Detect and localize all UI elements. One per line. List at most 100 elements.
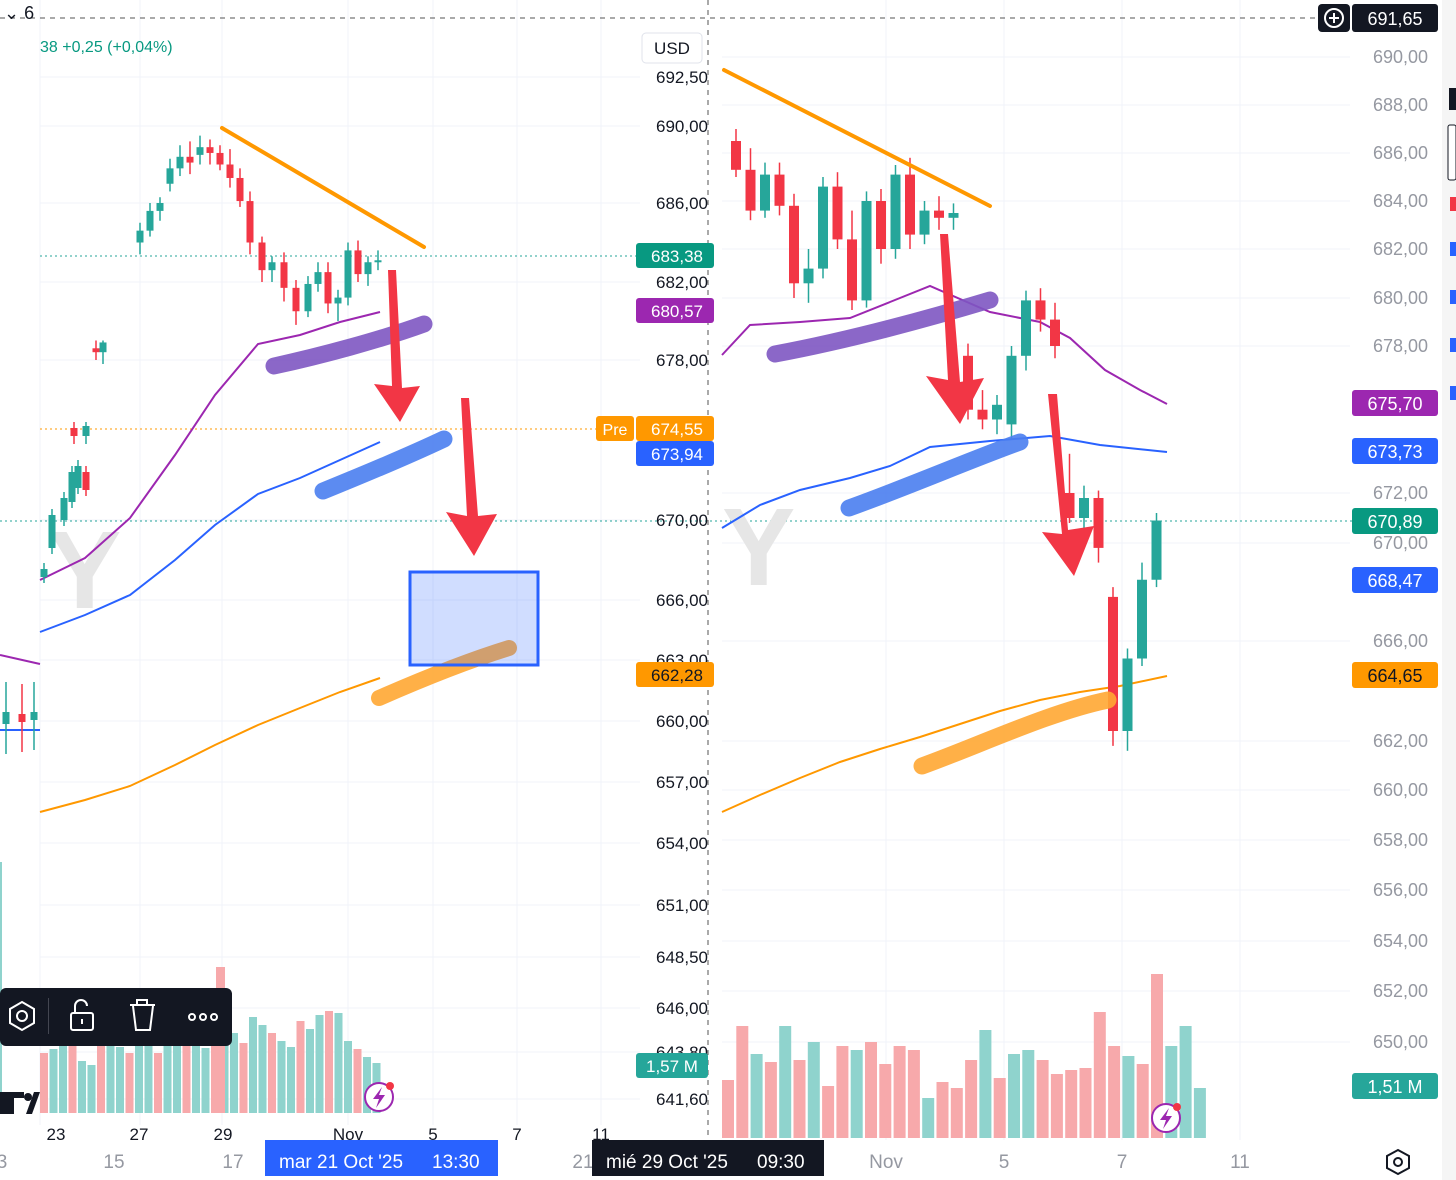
sidebar-scroll-thumb[interactable] (1449, 88, 1456, 110)
right-time-tick: 5 (999, 1152, 1010, 1173)
right-volume-bar (1093, 1012, 1106, 1138)
right-candle-body (890, 174, 901, 249)
right-volume-bar (1151, 974, 1163, 1138)
right-blue-highlight[interactable] (840, 433, 1029, 517)
left-price-tick: 666,00 (656, 591, 708, 610)
left-candle-body (82, 426, 90, 436)
right-price-tick: 652,00 (1373, 981, 1428, 1001)
settings-hex-icon[interactable] (9, 1000, 35, 1032)
left-candle-body (176, 156, 184, 169)
right-candle-body (1079, 498, 1089, 518)
left-arrow-1[interactable] (374, 270, 420, 422)
left-volume-bar (59, 1043, 67, 1113)
left-time-tick: 23 (47, 1125, 66, 1144)
left-price-tick: 646,00 (656, 999, 708, 1018)
left-price-tick: 648,50 (656, 948, 708, 967)
more-icon[interactable] (188, 1013, 218, 1021)
right-candle-body (818, 186, 828, 269)
currency-box[interactable] (641, 32, 703, 64)
left-volume-bar (163, 1043, 172, 1113)
right-candle-body (876, 201, 886, 249)
right-grid (722, 0, 1350, 1140)
toolbar-divider (48, 998, 49, 1034)
chart-settings-icon[interactable] (1386, 1148, 1410, 1176)
right-purple-highlight[interactable] (766, 291, 999, 363)
sidebar-marker-blue-3 (1450, 338, 1456, 352)
left-candle-body (92, 348, 100, 353)
right-arrow-1[interactable] (926, 234, 984, 424)
left-blue-highlight[interactable] (314, 430, 453, 500)
right-volume-bar (865, 1042, 877, 1138)
right-volume-bar (1065, 1070, 1078, 1138)
right-lightning-icon[interactable] (1151, 1103, 1181, 1133)
left-volume-bar (344, 1041, 352, 1113)
left-candle-body (304, 283, 312, 312)
crosshair-price-text: 691,65 (1367, 9, 1422, 29)
right-candle-body (1050, 319, 1060, 346)
left-purple-highlight[interactable] (265, 315, 433, 375)
right-crosshair-time-text: 09:30 (757, 1152, 805, 1173)
right-price-tick: 662,00 (1373, 731, 1428, 751)
right-time-tick: 7 (1117, 1152, 1128, 1173)
right-volume-bar (836, 1046, 849, 1138)
left-volume-bar (116, 1047, 124, 1113)
right-volume-bar (850, 1050, 863, 1138)
left-price-tick: 686,00 (656, 194, 708, 213)
trash-icon[interactable] (130, 999, 155, 1031)
left-candlesticks (2, 135, 382, 754)
left-arrow-2[interactable] (446, 398, 497, 556)
interval-selector[interactable]: ⌄ 6 (4, 3, 34, 23)
right-trendline[interactable] (722, 68, 992, 208)
right-volume-bar (993, 1078, 1006, 1138)
right-volume-bar (736, 1026, 749, 1138)
left-volume-bar (211, 1025, 219, 1113)
right-volume-bar (1079, 1068, 1092, 1138)
right-candle-body (1006, 355, 1017, 425)
target-zone-rectangle[interactable] (408, 570, 540, 667)
right-price-tick: 650,00 (1373, 1032, 1428, 1052)
right-blue-ma-line (721, 434, 1168, 529)
right-candle-body (1108, 596, 1118, 731)
left-candle-body (292, 287, 300, 312)
right-volume-bar (1122, 1056, 1135, 1138)
right-volume-bar (950, 1088, 963, 1138)
left-volume-bar (258, 1025, 267, 1113)
left-price-tick: 641,60 (656, 1090, 708, 1109)
right-price-tick: 678,00 (1373, 336, 1428, 356)
right-volume-bar (1108, 1046, 1121, 1138)
right-candle-body (1064, 493, 1075, 518)
left-candle-body (156, 203, 164, 211)
left-time-tick-bottom: 17 (222, 1152, 243, 1173)
left-time-tick-bottom: 15 (103, 1152, 124, 1173)
left-crosshair-date-text: mar 21 Oct '25 (279, 1152, 403, 1173)
right-volume-bar (807, 1042, 820, 1138)
left-candle-body (258, 242, 266, 271)
sidebar-button-1[interactable] (1447, 124, 1456, 181)
right-orange-highlight[interactable] (913, 691, 1117, 775)
right-volume-bars (722, 974, 1206, 1138)
left-price-tick: 678,00 (656, 351, 708, 370)
right-candle-body (1021, 300, 1031, 356)
crosshair-price-badge (1352, 4, 1438, 32)
tradingview-logo (0, 1092, 40, 1114)
right-arrow-2[interactable] (1042, 394, 1094, 576)
left-price-tick: 657,00 (656, 773, 708, 792)
left-volume-bar (97, 1045, 105, 1113)
right-candle-body (919, 210, 930, 235)
right-price-tick: 656,00 (1373, 880, 1428, 900)
right-orange-ma-line (721, 675, 1168, 813)
left-lightning-icon[interactable] (364, 1082, 394, 1112)
right-price-tick: 658,00 (1373, 830, 1428, 850)
right-price-tick: 666,00 (1373, 631, 1428, 651)
right-volume-bar (722, 1080, 734, 1138)
left-grid (39, 0, 640, 1125)
unlock-icon[interactable] (70, 999, 94, 1031)
left-volume-bar (230, 1033, 238, 1113)
left-candle-body (136, 230, 144, 243)
left-orange-highlight[interactable] (371, 640, 517, 706)
left-volume-bar (154, 1053, 162, 1113)
left-trendline[interactable] (220, 126, 426, 249)
right-volume-bar (764, 1062, 777, 1138)
right-last-badge (1352, 508, 1438, 534)
